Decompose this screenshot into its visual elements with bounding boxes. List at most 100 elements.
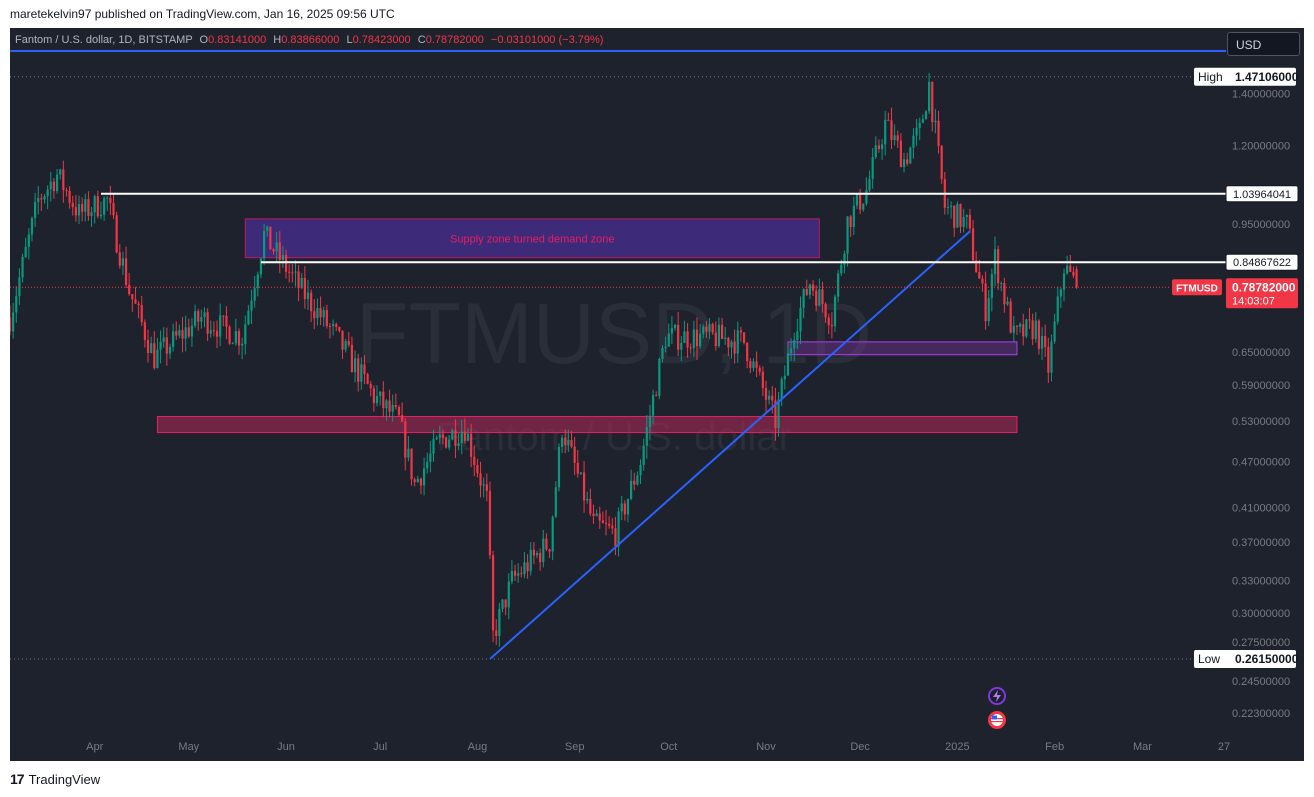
candle-body bbox=[488, 490, 492, 556]
candle-body bbox=[949, 205, 953, 207]
candle-body bbox=[200, 317, 203, 322]
candle-body bbox=[269, 226, 272, 250]
candle-body bbox=[557, 446, 561, 488]
candle-body bbox=[529, 549, 532, 572]
candle-body bbox=[730, 341, 733, 348]
candle-body bbox=[520, 573, 523, 575]
candle-body bbox=[551, 516, 554, 552]
candle-body bbox=[1022, 324, 1025, 337]
candle-body bbox=[501, 599, 504, 610]
candle-body bbox=[190, 325, 194, 337]
candle-body bbox=[332, 324, 335, 327]
candle-body bbox=[429, 453, 432, 462]
candle-body bbox=[1053, 321, 1056, 342]
zone-0 bbox=[244, 218, 820, 259]
candle-body bbox=[953, 205, 956, 228]
candle-body bbox=[548, 549, 551, 552]
candle-body bbox=[893, 135, 896, 140]
candle-body bbox=[611, 525, 614, 529]
candle-body bbox=[466, 433, 470, 441]
candle-body bbox=[297, 271, 300, 289]
candle-body bbox=[906, 159, 909, 164]
candle-body bbox=[118, 252, 121, 266]
candle-body bbox=[573, 446, 576, 463]
candle-body bbox=[178, 330, 181, 336]
candle-body bbox=[658, 358, 661, 396]
candle-body bbox=[37, 198, 40, 203]
candle-body bbox=[896, 135, 899, 141]
candle-body bbox=[921, 119, 924, 123]
candle-body bbox=[184, 327, 187, 339]
us-flag-icon[interactable] bbox=[988, 711, 1006, 729]
candle-body bbox=[272, 249, 275, 252]
candle-body bbox=[288, 271, 291, 273]
candle-body bbox=[626, 499, 630, 515]
candle-body bbox=[322, 310, 325, 318]
candle-body bbox=[717, 324, 721, 347]
candle-body bbox=[774, 400, 777, 429]
candle-body bbox=[335, 324, 338, 327]
candle-body bbox=[617, 511, 620, 547]
candle-body bbox=[595, 513, 598, 517]
candle-body bbox=[614, 528, 617, 547]
candle-body bbox=[808, 284, 812, 295]
candle-body bbox=[990, 274, 993, 299]
candle-body bbox=[121, 258, 125, 266]
time-tick: Oct bbox=[660, 741, 677, 753]
time-tick: Dec bbox=[850, 741, 870, 753]
candle-body bbox=[463, 431, 466, 441]
candle-body bbox=[84, 199, 87, 212]
currency-button[interactable]: USD bbox=[1227, 32, 1300, 56]
candle-body bbox=[215, 330, 219, 337]
candle-body bbox=[554, 487, 557, 517]
candle-body bbox=[987, 298, 990, 322]
candle-body bbox=[880, 144, 884, 150]
candle-body bbox=[476, 465, 479, 474]
time-tick: May bbox=[178, 741, 199, 753]
candle-body bbox=[143, 322, 146, 340]
zone-2 bbox=[156, 415, 1018, 434]
candle-body bbox=[868, 178, 871, 191]
candle-body bbox=[777, 399, 780, 429]
candle-body bbox=[746, 342, 749, 362]
candle-body bbox=[55, 174, 59, 192]
flash-icon[interactable] bbox=[988, 687, 1006, 705]
candle-body bbox=[181, 330, 184, 339]
candle-body bbox=[172, 331, 175, 347]
candle-body bbox=[517, 573, 520, 576]
high-value: 0.83866000 bbox=[281, 34, 340, 46]
candle-body bbox=[438, 434, 441, 438]
candle-body bbox=[451, 430, 454, 440]
candle-body bbox=[686, 331, 689, 348]
price-tick: 0.24500000 bbox=[1232, 676, 1290, 688]
candle-body bbox=[237, 331, 241, 346]
candle-body bbox=[934, 120, 937, 123]
candle-body bbox=[579, 472, 583, 474]
candle-body bbox=[884, 119, 887, 145]
low-label: L bbox=[346, 34, 353, 46]
candle-body bbox=[363, 364, 366, 375]
candle-body bbox=[212, 330, 215, 332]
candle-body bbox=[705, 326, 708, 332]
trendline bbox=[489, 230, 971, 660]
candle-body bbox=[677, 324, 680, 350]
symbol-name[interactable]: Fantom / U.S. dollar, 1D, BITSTAMP bbox=[15, 34, 193, 46]
candle-body bbox=[504, 599, 507, 608]
candle-body bbox=[193, 311, 197, 326]
candle-body bbox=[278, 242, 281, 261]
candle-body bbox=[413, 479, 416, 483]
candle-body bbox=[965, 214, 968, 218]
candle-body bbox=[435, 437, 438, 440]
chart-frame[interactable]: FTMUSD, 1D Fantom / U.S. dollar Supply zon… bbox=[10, 28, 1304, 761]
candle-body bbox=[830, 325, 833, 327]
candle-body bbox=[975, 260, 978, 272]
candle-body bbox=[890, 120, 893, 140]
price-tick: 0.22300000 bbox=[1232, 708, 1290, 720]
candle-body bbox=[855, 193, 859, 206]
close-value: 0.78782000 bbox=[425, 34, 484, 46]
candle-body bbox=[457, 443, 460, 447]
candle-body bbox=[306, 292, 310, 300]
footer-brand-text: TradingView bbox=[28, 771, 101, 787]
high-marker-value: 1.47106000 bbox=[1235, 70, 1299, 84]
